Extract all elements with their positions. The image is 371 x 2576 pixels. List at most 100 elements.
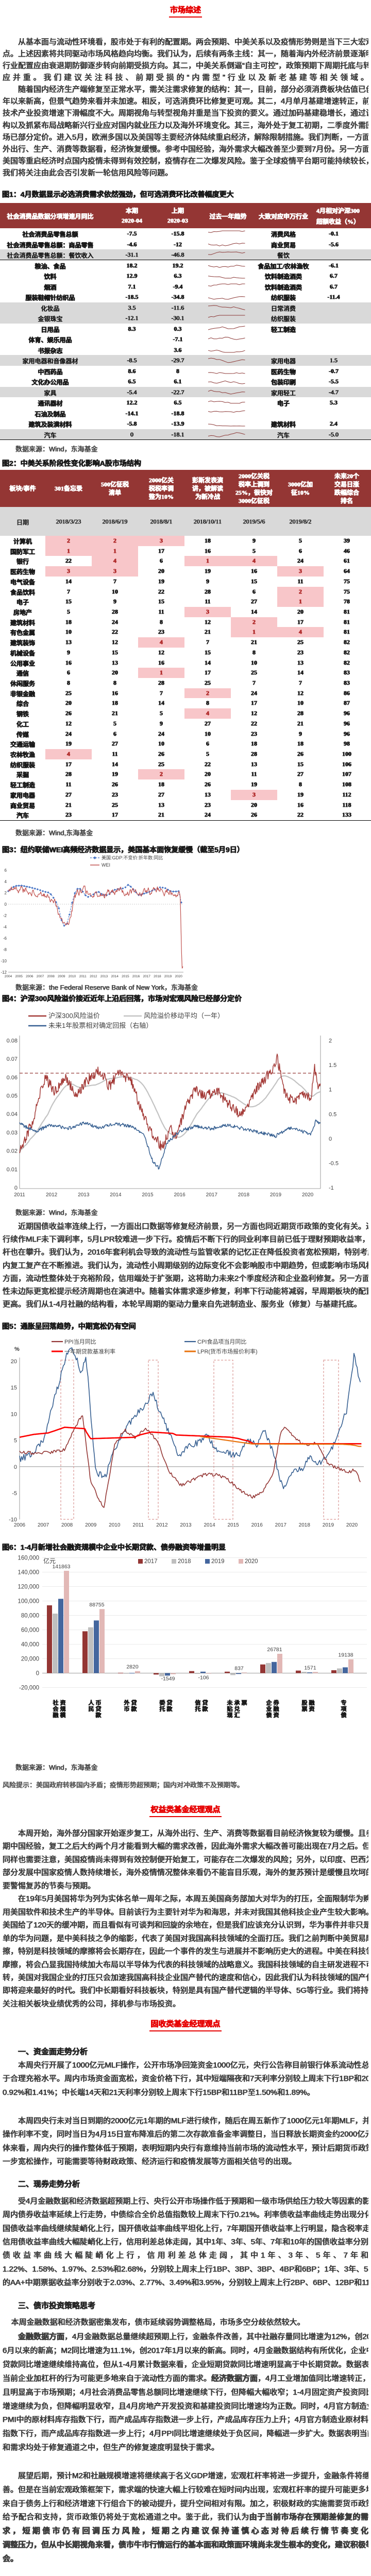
svg-text:2: 2: [329, 1038, 332, 1044]
svg-text:1.5: 1.5: [329, 1062, 336, 1069]
svg-text:2020: 2020: [346, 1522, 358, 1528]
svg-text:2011: 2011: [79, 975, 87, 978]
svg-text:2004: 2004: [5, 975, 12, 978]
svg-text:5: 5: [14, 1438, 17, 1444]
svg-text:2820: 2820: [126, 1664, 139, 1670]
svg-text:2009: 2009: [58, 975, 65, 978]
svg-text:0.03: 0.03: [7, 1130, 18, 1136]
svg-text:2007: 2007: [37, 975, 44, 978]
svg-text:2020: 2020: [245, 1558, 258, 1565]
svg-text:2018: 2018: [178, 1558, 191, 1565]
svg-text:6: 6: [5, 868, 7, 873]
svg-text:2012: 2012: [90, 975, 97, 978]
svg-text:2017: 2017: [275, 1522, 287, 1528]
svg-text:2019: 2019: [164, 975, 172, 978]
svg-text:2020: 2020: [175, 975, 182, 978]
svg-text:2012: 2012: [156, 1522, 168, 1528]
svg-text:1: 1: [329, 1087, 332, 1093]
svg-text:2016: 2016: [174, 1192, 185, 1198]
svg-text:0: 0: [36, 1671, 39, 1677]
svg-text:19138: 19138: [338, 1652, 353, 1658]
svg-text:-0.5: -0.5: [329, 1161, 339, 1167]
svg-text:2013: 2013: [78, 1192, 90, 1198]
svg-text:美国:GDP:不变价:折年数:同比: 美国:GDP:不变价:折年数:同比: [102, 855, 163, 860]
svg-text:2017: 2017: [143, 975, 150, 978]
svg-text:2018: 2018: [154, 975, 161, 978]
svg-text:0: 0: [329, 1136, 332, 1142]
svg-text:LPR(货币市场报价利率): LPR(货币市场报价利率): [197, 1348, 258, 1355]
svg-text:2014: 2014: [110, 1192, 122, 1198]
svg-text:1571: 1571: [304, 1665, 316, 1671]
svg-text:0.04: 0.04: [7, 1111, 18, 1117]
svg-text:2009: 2009: [85, 1522, 97, 1528]
svg-text:837: 837: [234, 1665, 244, 1671]
svg-text:-5: -5: [12, 1490, 17, 1497]
svg-text:60,000: 60,000: [21, 1628, 39, 1634]
svg-text:40,000: 40,000: [21, 1642, 39, 1648]
svg-text:140,000: 140,000: [18, 1570, 39, 1576]
svg-text:%: %: [14, 1346, 20, 1352]
svg-text:0.02: 0.02: [7, 1148, 18, 1155]
svg-text:0: 0: [5, 902, 7, 907]
svg-text:0.5: 0.5: [329, 1111, 336, 1117]
svg-text:2019: 2019: [323, 1522, 334, 1528]
svg-text:2006: 2006: [26, 975, 33, 978]
svg-text:160,000: 160,000: [18, 1555, 39, 1562]
svg-text:2016: 2016: [251, 1522, 263, 1528]
svg-text:一年期贷款基准利率: 一年期贷款基准利率: [64, 1348, 115, 1355]
svg-text:2012: 2012: [46, 1192, 58, 1198]
svg-text:2019: 2019: [270, 1192, 282, 1198]
svg-text:-1: -1: [329, 1185, 334, 1191]
svg-text:0.05: 0.05: [7, 1093, 18, 1099]
svg-text:2018: 2018: [299, 1522, 311, 1528]
svg-text:沪深300风险溢价: 沪深300风险溢价: [48, 1012, 100, 1020]
svg-text:2016: 2016: [132, 975, 140, 978]
svg-text:2015: 2015: [227, 1522, 239, 1528]
svg-text:2: 2: [5, 891, 7, 895]
svg-text:2019: 2019: [211, 1558, 225, 1565]
svg-text:未来1年股票相对确定回报（右轴）: 未来1年股票相对确定回报（右轴）: [48, 1022, 153, 1029]
svg-text:2007: 2007: [38, 1522, 49, 1528]
svg-text:2015: 2015: [142, 1192, 154, 1198]
svg-text:-106: -106: [198, 1675, 209, 1681]
svg-text:80,000: 80,000: [21, 1613, 39, 1619]
svg-text:2006: 2006: [14, 1522, 26, 1528]
svg-text:0.07: 0.07: [7, 1056, 18, 1062]
svg-text:2013: 2013: [100, 975, 108, 978]
svg-text:2005: 2005: [15, 975, 23, 978]
svg-text:2020: 2020: [302, 1192, 314, 1198]
svg-text:26781: 26781: [267, 1647, 282, 1653]
svg-text:风险溢价移动平均（一年）: 风险溢价移动平均（一年）: [144, 1012, 224, 1020]
svg-text:2011: 2011: [14, 1192, 25, 1198]
svg-text:2013: 2013: [180, 1522, 192, 1528]
svg-text:PPI当月同比: PPI当月同比: [64, 1338, 96, 1345]
svg-text:-6: -6: [3, 936, 7, 941]
svg-text:0.06: 0.06: [7, 1075, 18, 1081]
svg-text:-10: -10: [1, 959, 7, 963]
svg-text:4: 4: [5, 879, 7, 884]
svg-text:-1549: -1549: [161, 1676, 175, 1682]
svg-text:2008: 2008: [61, 1522, 73, 1528]
svg-text:100,000: 100,000: [18, 1599, 39, 1605]
svg-text:2011: 2011: [133, 1522, 144, 1528]
svg-text:2014: 2014: [204, 1522, 215, 1528]
svg-text:2010: 2010: [109, 1522, 121, 1528]
svg-text:-4: -4: [3, 925, 7, 929]
svg-text:0: 0: [14, 1464, 17, 1470]
svg-text:88755: 88755: [89, 1602, 104, 1608]
svg-text:WEI: WEI: [102, 862, 110, 868]
svg-text:2010: 2010: [69, 975, 76, 978]
svg-text:-2: -2: [3, 913, 7, 918]
svg-text:10: 10: [11, 1411, 17, 1417]
svg-text:-12: -12: [1, 970, 7, 975]
svg-text:15: 15: [11, 1385, 17, 1391]
svg-text:2014: 2014: [111, 975, 119, 978]
svg-text:-10: -10: [9, 1517, 17, 1523]
svg-text:亿元: 亿元: [43, 1557, 56, 1565]
svg-text:2015: 2015: [122, 975, 129, 978]
svg-text:141863: 141863: [52, 1564, 70, 1570]
svg-text:20,000: 20,000: [21, 1656, 39, 1663]
svg-text:CPI食品项当月同比: CPI食品项当月同比: [197, 1338, 246, 1345]
svg-text:2008: 2008: [47, 975, 55, 978]
svg-text:0.01: 0.01: [7, 1166, 18, 1173]
